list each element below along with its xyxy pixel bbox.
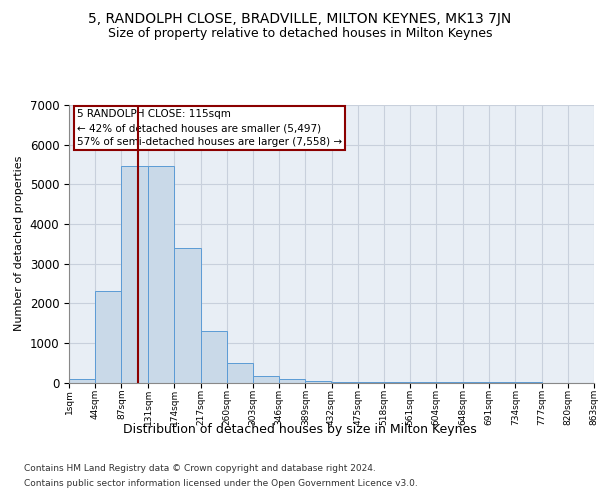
Bar <box>279 378 305 382</box>
Text: 5 RANDOLPH CLOSE: 115sqm
← 42% of detached houses are smaller (5,497)
57% of sem: 5 RANDOLPH CLOSE: 115sqm ← 42% of detach… <box>77 109 342 147</box>
Bar <box>69 378 95 382</box>
Text: Size of property relative to detached houses in Milton Keynes: Size of property relative to detached ho… <box>108 28 492 40</box>
Bar <box>95 292 121 382</box>
Text: Contains HM Land Registry data © Crown copyright and database right 2024.: Contains HM Land Registry data © Crown c… <box>24 464 376 473</box>
Bar <box>253 376 279 382</box>
Y-axis label: Number of detached properties: Number of detached properties <box>14 156 24 332</box>
Bar <box>175 248 200 382</box>
Text: 5, RANDOLPH CLOSE, BRADVILLE, MILTON KEYNES, MK13 7JN: 5, RANDOLPH CLOSE, BRADVILLE, MILTON KEY… <box>88 12 512 26</box>
Bar <box>148 166 175 382</box>
Bar <box>200 331 227 382</box>
Bar <box>121 166 148 382</box>
Bar <box>227 364 253 382</box>
Text: Distribution of detached houses by size in Milton Keynes: Distribution of detached houses by size … <box>123 422 477 436</box>
Text: Contains public sector information licensed under the Open Government Licence v3: Contains public sector information licen… <box>24 479 418 488</box>
